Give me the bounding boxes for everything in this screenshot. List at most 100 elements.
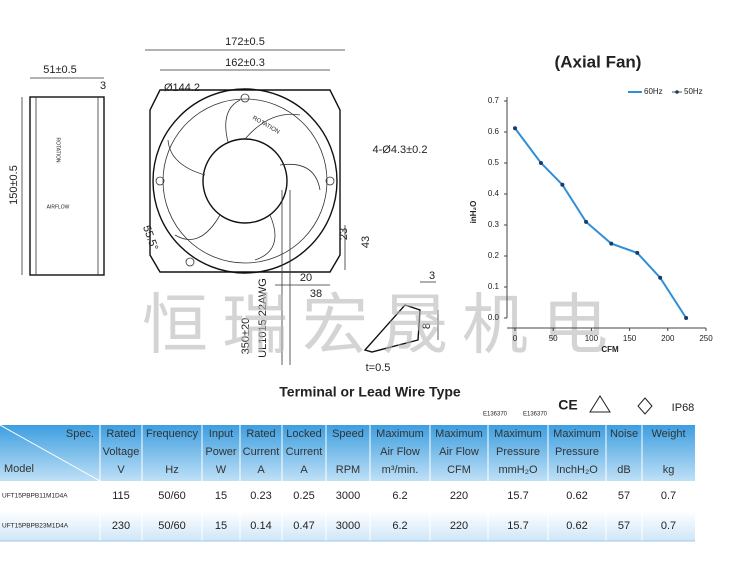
legend-marker — [675, 90, 679, 94]
chart-title: (Axial Fan) — [555, 52, 642, 71]
x-axis-label: CFM — [601, 345, 619, 354]
y-tick-label: 0.6 — [488, 127, 500, 136]
header-cell: A — [257, 464, 265, 476]
point — [560, 182, 565, 187]
header-cell: Pressure — [496, 446, 540, 458]
hub — [202, 138, 288, 224]
header-cell: kg — [663, 464, 675, 476]
table-cell: UFT15PBPB11M1D4A — [2, 493, 68, 500]
table-cell: 6.2 — [392, 520, 407, 532]
header-cell: dB — [617, 464, 630, 476]
terminal — [363, 304, 421, 353]
x-tick-label: 0 — [513, 334, 518, 343]
header-cell: V — [117, 464, 125, 476]
watermark: 恒瑞宏晟机电 — [142, 287, 622, 361]
header-cell: Maximum — [553, 428, 601, 440]
header-cell: Air Flow — [439, 446, 479, 458]
header-cell: Maximum — [435, 428, 483, 440]
table-cell: 50/60 — [158, 490, 186, 502]
blades — [167, 99, 321, 261]
header-cell: Noise — [610, 428, 638, 440]
table-cell: 6.2 — [392, 490, 407, 502]
table-cell: 220 — [450, 490, 468, 502]
header-cell: Hz — [165, 464, 178, 476]
y-axis-label: inH₂O — [469, 201, 478, 224]
y-tick-label: 0.4 — [488, 189, 500, 198]
header-cell: mmH₂O — [498, 464, 538, 476]
dimension: 150±0.5 — [8, 165, 20, 205]
table-cell: 0.14 — [250, 520, 271, 532]
table-cell: 0.62 — [566, 490, 587, 502]
series-line — [514, 127, 687, 319]
table-cell: 220 — [450, 520, 468, 532]
y-tick-label: 0.7 — [488, 96, 500, 105]
y-tick-label: 0.5 — [488, 158, 500, 167]
technical-drawing: 51±0.5 3 150±0.5 ROTATION AIRFLOW 172±0.… — [8, 36, 461, 400]
table-cell: 115 — [112, 490, 130, 502]
row-bg — [0, 511, 695, 541]
x-tick-label: 250 — [699, 334, 713, 343]
point — [684, 316, 689, 320]
dimension: 51±0.5 — [43, 64, 77, 76]
header-cell: InchH₂O — [556, 464, 598, 476]
y-tick-label: 0.3 — [488, 220, 500, 229]
diagonal — [0, 424, 101, 482]
table-cell: 15.7 — [507, 520, 528, 532]
dimension: 23 — [338, 228, 350, 240]
header-cell: W — [216, 464, 227, 476]
dimension: 350±20 — [240, 318, 252, 355]
y-tick-label: 0.1 — [488, 282, 500, 291]
table-cell: 0.47 — [293, 520, 314, 532]
table-cell: 50/60 — [158, 520, 186, 532]
table-cell: 230 — [112, 520, 130, 532]
point — [538, 161, 543, 165]
header-cell: A — [300, 464, 308, 476]
spec-table: Spec. Model Rated Voltage V Frequency Hz Input P… — [0, 424, 695, 542]
venturi — [152, 88, 338, 274]
dimension: 20 — [300, 272, 312, 284]
hole — [240, 93, 250, 103]
blade-tip — [162, 98, 328, 264]
label: UL1015 22AWG — [257, 278, 269, 358]
x-tick-label: 200 — [661, 334, 675, 343]
table-cell: 15 — [215, 490, 227, 502]
dimension: 38 — [310, 288, 322, 300]
header-cell: m³/min. — [382, 464, 419, 476]
table-cell: 57 — [618, 520, 630, 532]
point — [609, 241, 614, 246]
table-cell: 0.23 — [250, 490, 271, 502]
header-cell: Weight — [651, 428, 685, 440]
dimension: t=0.5 — [366, 362, 391, 374]
x-tick-label: 50 — [549, 334, 558, 343]
cert-icon — [637, 397, 653, 415]
dimension: 172±0.5 — [225, 36, 265, 48]
row-bg — [0, 481, 695, 511]
x-tick-label: 100 — [585, 334, 599, 343]
header-cell: Air Flow — [380, 446, 420, 458]
dimension: 43 — [360, 236, 372, 248]
header-cell: Model — [4, 463, 34, 475]
cert-icon — [589, 395, 611, 413]
cert: E136370 — [523, 412, 548, 418]
y-tick-label: 0.0 — [488, 313, 500, 322]
cert: CE — [558, 397, 577, 413]
dimension: 3 — [429, 270, 435, 282]
certifications: E136370 E136370 CE IP68 — [483, 395, 694, 418]
hole — [325, 176, 335, 186]
x-tick-label: 150 — [623, 334, 637, 343]
header-cell: Spec. — [66, 428, 94, 440]
header-cell: Current — [243, 446, 280, 458]
hole — [155, 176, 165, 186]
point — [513, 126, 517, 131]
header-cell: Power — [205, 446, 237, 458]
dimension: 3 — [100, 80, 106, 92]
table-cell: 0.62 — [566, 520, 587, 532]
point — [584, 219, 589, 224]
caption: Terminal or Lead Wire Type — [279, 384, 461, 400]
header-cell: Locked — [286, 428, 321, 440]
table-cell: 15.7 — [507, 490, 528, 502]
header-cell: Voltage — [103, 446, 140, 458]
legend-label: 60Hz — [644, 87, 663, 96]
header-cell: RPM — [336, 464, 360, 476]
